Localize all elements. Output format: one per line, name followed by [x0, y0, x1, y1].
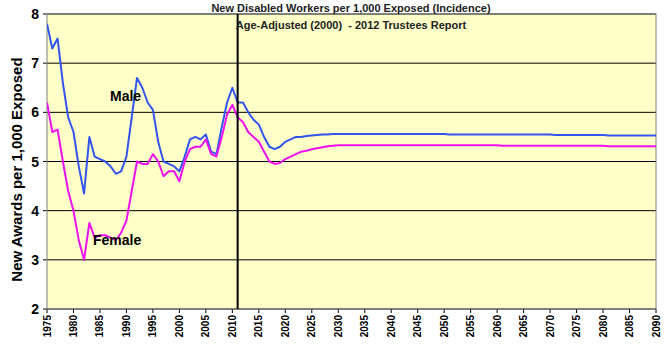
x-tick	[338, 309, 339, 313]
y-tick-label: 3	[31, 252, 39, 268]
chart: 2 3 4 5 6 7 8 1975 1980 1985 1990 1995 2000 2005 2010 2…	[0, 0, 664, 350]
y-tick	[43, 63, 47, 64]
series-line	[47, 103, 656, 260]
x-tick	[126, 309, 127, 313]
y-tick-label: 4	[31, 203, 39, 219]
y-tick	[43, 112, 47, 113]
x-tick	[470, 309, 471, 313]
x-tick	[99, 309, 100, 313]
x-tick-label: 2045	[412, 315, 423, 338]
x-tick-label: 2065	[518, 315, 529, 338]
y-tick	[43, 259, 47, 260]
x-tick	[285, 309, 286, 313]
x-tick-label: 2035	[359, 315, 370, 338]
series-line	[47, 24, 656, 194]
x-tick	[73, 309, 74, 313]
grid-line	[47, 63, 656, 64]
x-tick	[179, 309, 180, 313]
x-tick	[523, 309, 524, 313]
x-tick-label: 2025	[306, 315, 317, 338]
x-tick	[364, 309, 365, 313]
x-tick-label: 2020	[280, 315, 291, 338]
divider-line	[237, 14, 239, 309]
y-tick	[43, 14, 47, 15]
grid-line	[47, 259, 656, 260]
y-tick	[43, 309, 47, 310]
grid-line	[47, 210, 656, 211]
x-tick	[258, 309, 259, 313]
y-tick-label: 8	[31, 6, 39, 22]
x-tick	[550, 309, 551, 313]
x-tick-label: 2055	[465, 315, 476, 338]
x-tick	[232, 309, 233, 313]
x-tick	[603, 309, 604, 313]
x-tick-label: 1995	[147, 315, 158, 338]
y-tick-label: 2	[31, 301, 39, 317]
x-tick-label: 2075	[571, 315, 582, 338]
x-tick-label: 2030	[333, 315, 344, 338]
x-tick	[205, 309, 206, 313]
x-tick	[497, 309, 498, 313]
x-tick-label: 2080	[598, 315, 609, 338]
x-tick-label: 1975	[42, 315, 53, 338]
series-label: Female	[93, 232, 141, 248]
subtitle: Age-Adjusted (2000) - 2012 Trustees Repo…	[236, 19, 467, 31]
y-tick	[43, 161, 47, 162]
y-tick-label: 7	[31, 55, 39, 71]
series-group	[47, 14, 656, 309]
x-tick-label: 2050	[439, 315, 450, 338]
x-tick	[444, 309, 445, 313]
x-tick-label: 1980	[68, 315, 79, 338]
x-tick	[417, 309, 418, 313]
x-tick	[629, 309, 630, 313]
x-tick-label: 2040	[386, 315, 397, 338]
plot-area	[47, 14, 656, 309]
x-tick-label: 2070	[545, 315, 556, 338]
y-tick	[43, 210, 47, 211]
title: New Disabled Workers per 1,000 Exposed (…	[211, 2, 491, 14]
x-tick	[311, 309, 312, 313]
plot-frame	[47, 14, 656, 309]
series-label: Male	[110, 88, 141, 104]
x-tick	[152, 309, 153, 313]
x-tick-label: 2015	[253, 315, 264, 338]
grid-line	[47, 112, 656, 113]
y-tick-label: 5	[31, 154, 39, 170]
y-tick-label: 6	[31, 104, 39, 120]
x-tick-label: 2090	[651, 315, 662, 338]
x-tick-label: 1985	[94, 315, 105, 338]
x-tick-label: 2010	[227, 315, 238, 338]
x-tick-label: 1990	[121, 315, 132, 338]
x-tick	[656, 309, 657, 313]
x-tick	[391, 309, 392, 313]
x-tick-label: 2000	[174, 315, 185, 338]
x-tick	[576, 309, 577, 313]
y-axis-label: New Awards per 1,000 Exposed	[8, 57, 25, 281]
x-tick-label: 2060	[492, 315, 503, 338]
x-tick	[47, 309, 48, 313]
x-tick-label: 2085	[624, 315, 635, 338]
x-tick-label: 2005	[200, 315, 211, 338]
